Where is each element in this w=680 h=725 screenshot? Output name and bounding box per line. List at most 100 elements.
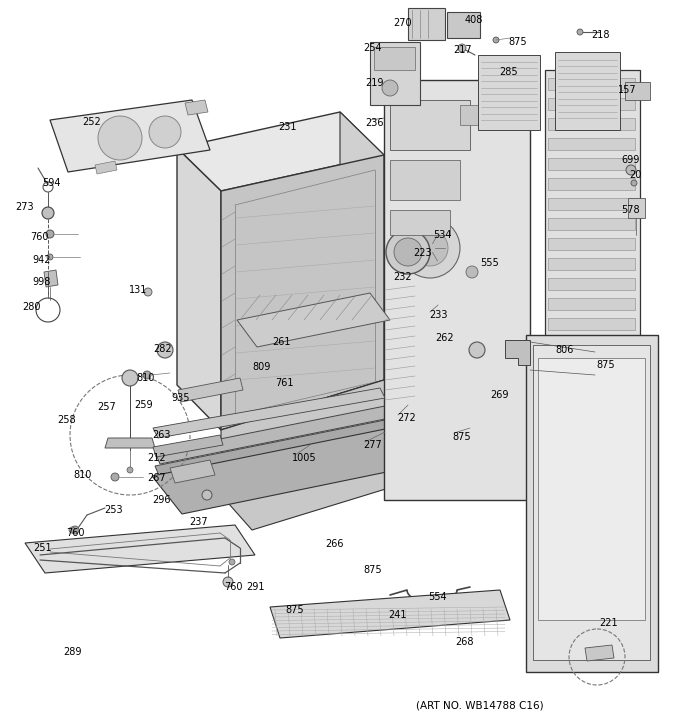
- Polygon shape: [370, 42, 420, 105]
- Polygon shape: [538, 358, 645, 620]
- Circle shape: [394, 238, 422, 266]
- Polygon shape: [526, 335, 658, 672]
- Polygon shape: [374, 47, 415, 70]
- Text: 241: 241: [388, 610, 407, 620]
- Text: 257: 257: [97, 402, 116, 412]
- Polygon shape: [548, 378, 635, 390]
- Polygon shape: [178, 378, 243, 402]
- Polygon shape: [548, 438, 635, 450]
- Polygon shape: [95, 161, 117, 174]
- Text: 875: 875: [508, 37, 526, 47]
- Polygon shape: [221, 380, 415, 468]
- Circle shape: [469, 342, 485, 358]
- Circle shape: [157, 342, 173, 358]
- Polygon shape: [628, 198, 645, 218]
- Polygon shape: [548, 338, 635, 350]
- Text: 212: 212: [147, 453, 166, 463]
- Text: 266: 266: [325, 539, 343, 549]
- Text: 942: 942: [32, 255, 50, 265]
- Circle shape: [111, 473, 119, 481]
- Polygon shape: [390, 210, 450, 235]
- Circle shape: [144, 288, 152, 296]
- Text: 998: 998: [32, 277, 50, 287]
- Text: 554: 554: [428, 592, 447, 602]
- Circle shape: [98, 116, 142, 160]
- Polygon shape: [390, 160, 460, 200]
- Polygon shape: [548, 158, 635, 170]
- Circle shape: [223, 577, 233, 587]
- Polygon shape: [548, 98, 635, 110]
- Polygon shape: [152, 423, 445, 514]
- Circle shape: [71, 526, 79, 534]
- Polygon shape: [625, 82, 650, 100]
- Polygon shape: [185, 100, 208, 115]
- Circle shape: [466, 266, 478, 278]
- Text: 218: 218: [591, 30, 609, 40]
- Polygon shape: [408, 8, 445, 40]
- Circle shape: [122, 370, 138, 386]
- Circle shape: [382, 80, 398, 96]
- Polygon shape: [270, 590, 510, 638]
- Text: 20: 20: [629, 170, 641, 180]
- Text: 806: 806: [555, 345, 573, 355]
- Text: 578: 578: [621, 205, 640, 215]
- Polygon shape: [548, 458, 635, 470]
- Text: 810: 810: [73, 470, 91, 480]
- Text: 282: 282: [153, 344, 171, 354]
- Polygon shape: [221, 155, 384, 430]
- Polygon shape: [390, 100, 470, 150]
- Polygon shape: [153, 388, 385, 438]
- Circle shape: [149, 116, 181, 148]
- Text: 285: 285: [499, 67, 517, 77]
- Polygon shape: [155, 414, 420, 478]
- Text: 267: 267: [147, 473, 166, 483]
- Polygon shape: [548, 178, 635, 190]
- Text: 875: 875: [363, 565, 381, 575]
- Text: 699: 699: [621, 155, 639, 165]
- Text: 233: 233: [429, 310, 447, 320]
- Polygon shape: [170, 460, 215, 483]
- Text: 262: 262: [435, 333, 454, 343]
- Text: 277: 277: [363, 440, 381, 450]
- Text: 534: 534: [433, 230, 452, 240]
- Polygon shape: [478, 55, 540, 130]
- Polygon shape: [105, 438, 155, 448]
- Circle shape: [631, 180, 637, 186]
- Text: 296: 296: [152, 495, 171, 505]
- Polygon shape: [548, 398, 635, 410]
- Polygon shape: [177, 112, 384, 191]
- Polygon shape: [548, 418, 635, 430]
- Text: 268: 268: [455, 637, 473, 647]
- Text: 280: 280: [22, 302, 41, 312]
- Text: 254: 254: [363, 43, 381, 53]
- Polygon shape: [221, 380, 415, 530]
- Polygon shape: [545, 70, 640, 490]
- Text: 263: 263: [152, 430, 171, 440]
- Polygon shape: [153, 435, 223, 457]
- Text: 157: 157: [618, 85, 636, 95]
- Text: 761: 761: [275, 378, 294, 388]
- Circle shape: [143, 371, 151, 379]
- Polygon shape: [237, 293, 390, 347]
- Polygon shape: [533, 345, 650, 660]
- Text: 760: 760: [66, 528, 84, 538]
- Text: 261: 261: [272, 337, 290, 347]
- Text: 223: 223: [413, 248, 432, 258]
- Polygon shape: [548, 118, 635, 130]
- Circle shape: [577, 29, 583, 35]
- Polygon shape: [340, 112, 384, 380]
- Text: 272: 272: [397, 413, 415, 423]
- Text: 270: 270: [393, 18, 411, 28]
- Polygon shape: [505, 340, 530, 365]
- Polygon shape: [155, 400, 420, 464]
- Text: 219: 219: [365, 78, 384, 88]
- Text: 809: 809: [252, 362, 271, 372]
- Polygon shape: [548, 238, 635, 250]
- Polygon shape: [548, 138, 635, 150]
- Polygon shape: [384, 80, 530, 500]
- Polygon shape: [25, 525, 255, 573]
- Text: 408: 408: [465, 15, 483, 25]
- Text: 594: 594: [42, 178, 61, 188]
- Text: 217: 217: [453, 45, 472, 55]
- Text: 252: 252: [82, 117, 101, 127]
